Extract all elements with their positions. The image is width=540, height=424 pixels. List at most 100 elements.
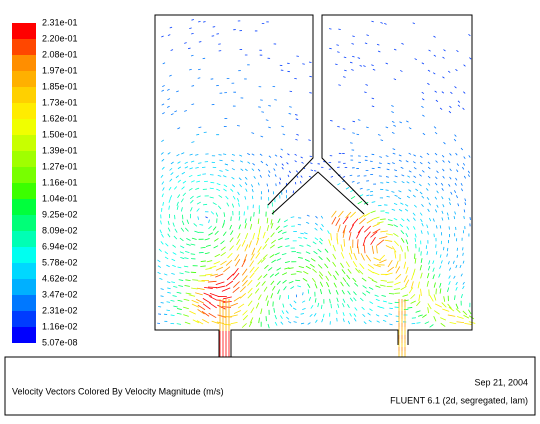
velocity-vector xyxy=(357,119,361,121)
velocity-vector xyxy=(314,237,319,241)
velocity-vector xyxy=(435,176,438,180)
velocity-vector xyxy=(427,161,431,165)
velocity-vector xyxy=(421,98,425,101)
velocity-vector xyxy=(440,317,447,321)
velocity-vector xyxy=(330,120,333,122)
velocity-vector xyxy=(317,248,322,253)
velocity-vector xyxy=(419,174,422,177)
velocity-vector xyxy=(261,111,265,113)
velocity-vector xyxy=(448,183,451,187)
velocity-vector xyxy=(309,155,313,158)
velocity-vector xyxy=(190,253,196,255)
velocity-vector xyxy=(279,177,282,181)
velocity-vector xyxy=(191,85,195,87)
velocity-vector xyxy=(220,240,225,245)
velocity-vector xyxy=(310,258,316,262)
velocity-vector xyxy=(349,312,352,317)
velocity-vector xyxy=(336,44,339,46)
velocity-vector xyxy=(413,154,416,157)
velocity-vector xyxy=(388,313,393,315)
velocity-vector xyxy=(365,254,372,262)
velocity-vector xyxy=(166,301,171,303)
velocity-vector xyxy=(200,265,206,267)
velocity-vector xyxy=(298,266,305,269)
velocity-vector xyxy=(219,159,223,162)
velocity-vector xyxy=(403,299,409,302)
velocity-vector xyxy=(215,281,225,285)
velocity-vector xyxy=(419,161,423,165)
velocity-vector xyxy=(180,207,183,212)
velocity-vector xyxy=(182,192,187,197)
velocity-vector xyxy=(412,180,416,184)
velocity-vector xyxy=(217,205,222,210)
velocity-vector xyxy=(191,287,198,290)
velocity-vector xyxy=(394,194,398,197)
velocity-vector xyxy=(308,296,312,301)
colorbar-label: 1.39e-01 xyxy=(42,145,78,155)
velocity-vector xyxy=(446,212,449,216)
velocity-vector xyxy=(188,47,191,50)
velocity-vector xyxy=(299,245,304,247)
velocity-vector xyxy=(183,306,189,310)
velocity-vector xyxy=(342,128,346,130)
velocity-vector xyxy=(453,275,456,279)
velocity-vector xyxy=(260,308,263,315)
velocity-vector xyxy=(295,279,301,282)
velocity-vector xyxy=(456,321,465,323)
velocity-vector xyxy=(197,309,205,315)
velocity-vector xyxy=(422,314,427,318)
velocity-vector xyxy=(262,244,268,250)
velocity-vector xyxy=(315,215,318,219)
velocity-vector xyxy=(314,222,318,226)
velocity-vector xyxy=(447,314,456,317)
velocity-vector xyxy=(400,245,403,252)
velocity-vector xyxy=(225,259,233,266)
velocity-vector xyxy=(196,320,204,325)
velocity-vector xyxy=(250,253,255,261)
velocity-vector xyxy=(167,287,171,290)
velocity-vector xyxy=(460,273,463,277)
velocity-vector xyxy=(398,159,402,162)
velocity-vector xyxy=(294,160,297,163)
velocity-vector xyxy=(453,215,456,220)
velocity-vector xyxy=(294,153,297,156)
velocity-vector xyxy=(163,273,168,276)
velocity-vector xyxy=(391,105,394,107)
velocity-vector xyxy=(234,254,240,262)
velocity-vector xyxy=(232,272,240,281)
velocity-vector xyxy=(310,169,314,172)
velocity-vector xyxy=(166,264,170,268)
velocity-vector xyxy=(190,207,193,212)
velocity-vector xyxy=(457,203,460,207)
velocity-vector xyxy=(433,282,436,288)
velocity-vector xyxy=(367,263,375,269)
velocity-vector xyxy=(405,239,409,245)
velocity-vector xyxy=(264,237,270,244)
velocity-vector xyxy=(266,300,269,306)
velocity-vector xyxy=(170,299,175,302)
velocity-vector xyxy=(200,260,206,262)
velocity-vector xyxy=(403,261,407,269)
velocity-vector xyxy=(222,296,232,300)
velocity-vector xyxy=(421,62,425,65)
velocity-vector xyxy=(188,187,193,191)
velocity-vector xyxy=(401,181,405,184)
velocity-vector xyxy=(393,224,398,228)
velocity-vector xyxy=(448,281,451,285)
velocity-vector xyxy=(184,166,189,169)
velocity-vector xyxy=(180,257,185,260)
velocity-vector xyxy=(415,310,421,313)
velocity-vector xyxy=(342,216,349,225)
colorbar-swatch xyxy=(12,311,36,327)
velocity-vector xyxy=(268,105,271,107)
velocity-vector xyxy=(432,267,435,272)
velocity-vector xyxy=(296,175,299,178)
velocity-vector xyxy=(426,280,429,287)
colorbar-label: 2.31e-01 xyxy=(42,17,78,27)
velocity-vector xyxy=(172,252,177,255)
velocity-vector xyxy=(417,314,423,317)
velocity-vector xyxy=(455,264,458,269)
velocity-vector xyxy=(177,299,183,302)
velocity-vector xyxy=(274,272,280,277)
